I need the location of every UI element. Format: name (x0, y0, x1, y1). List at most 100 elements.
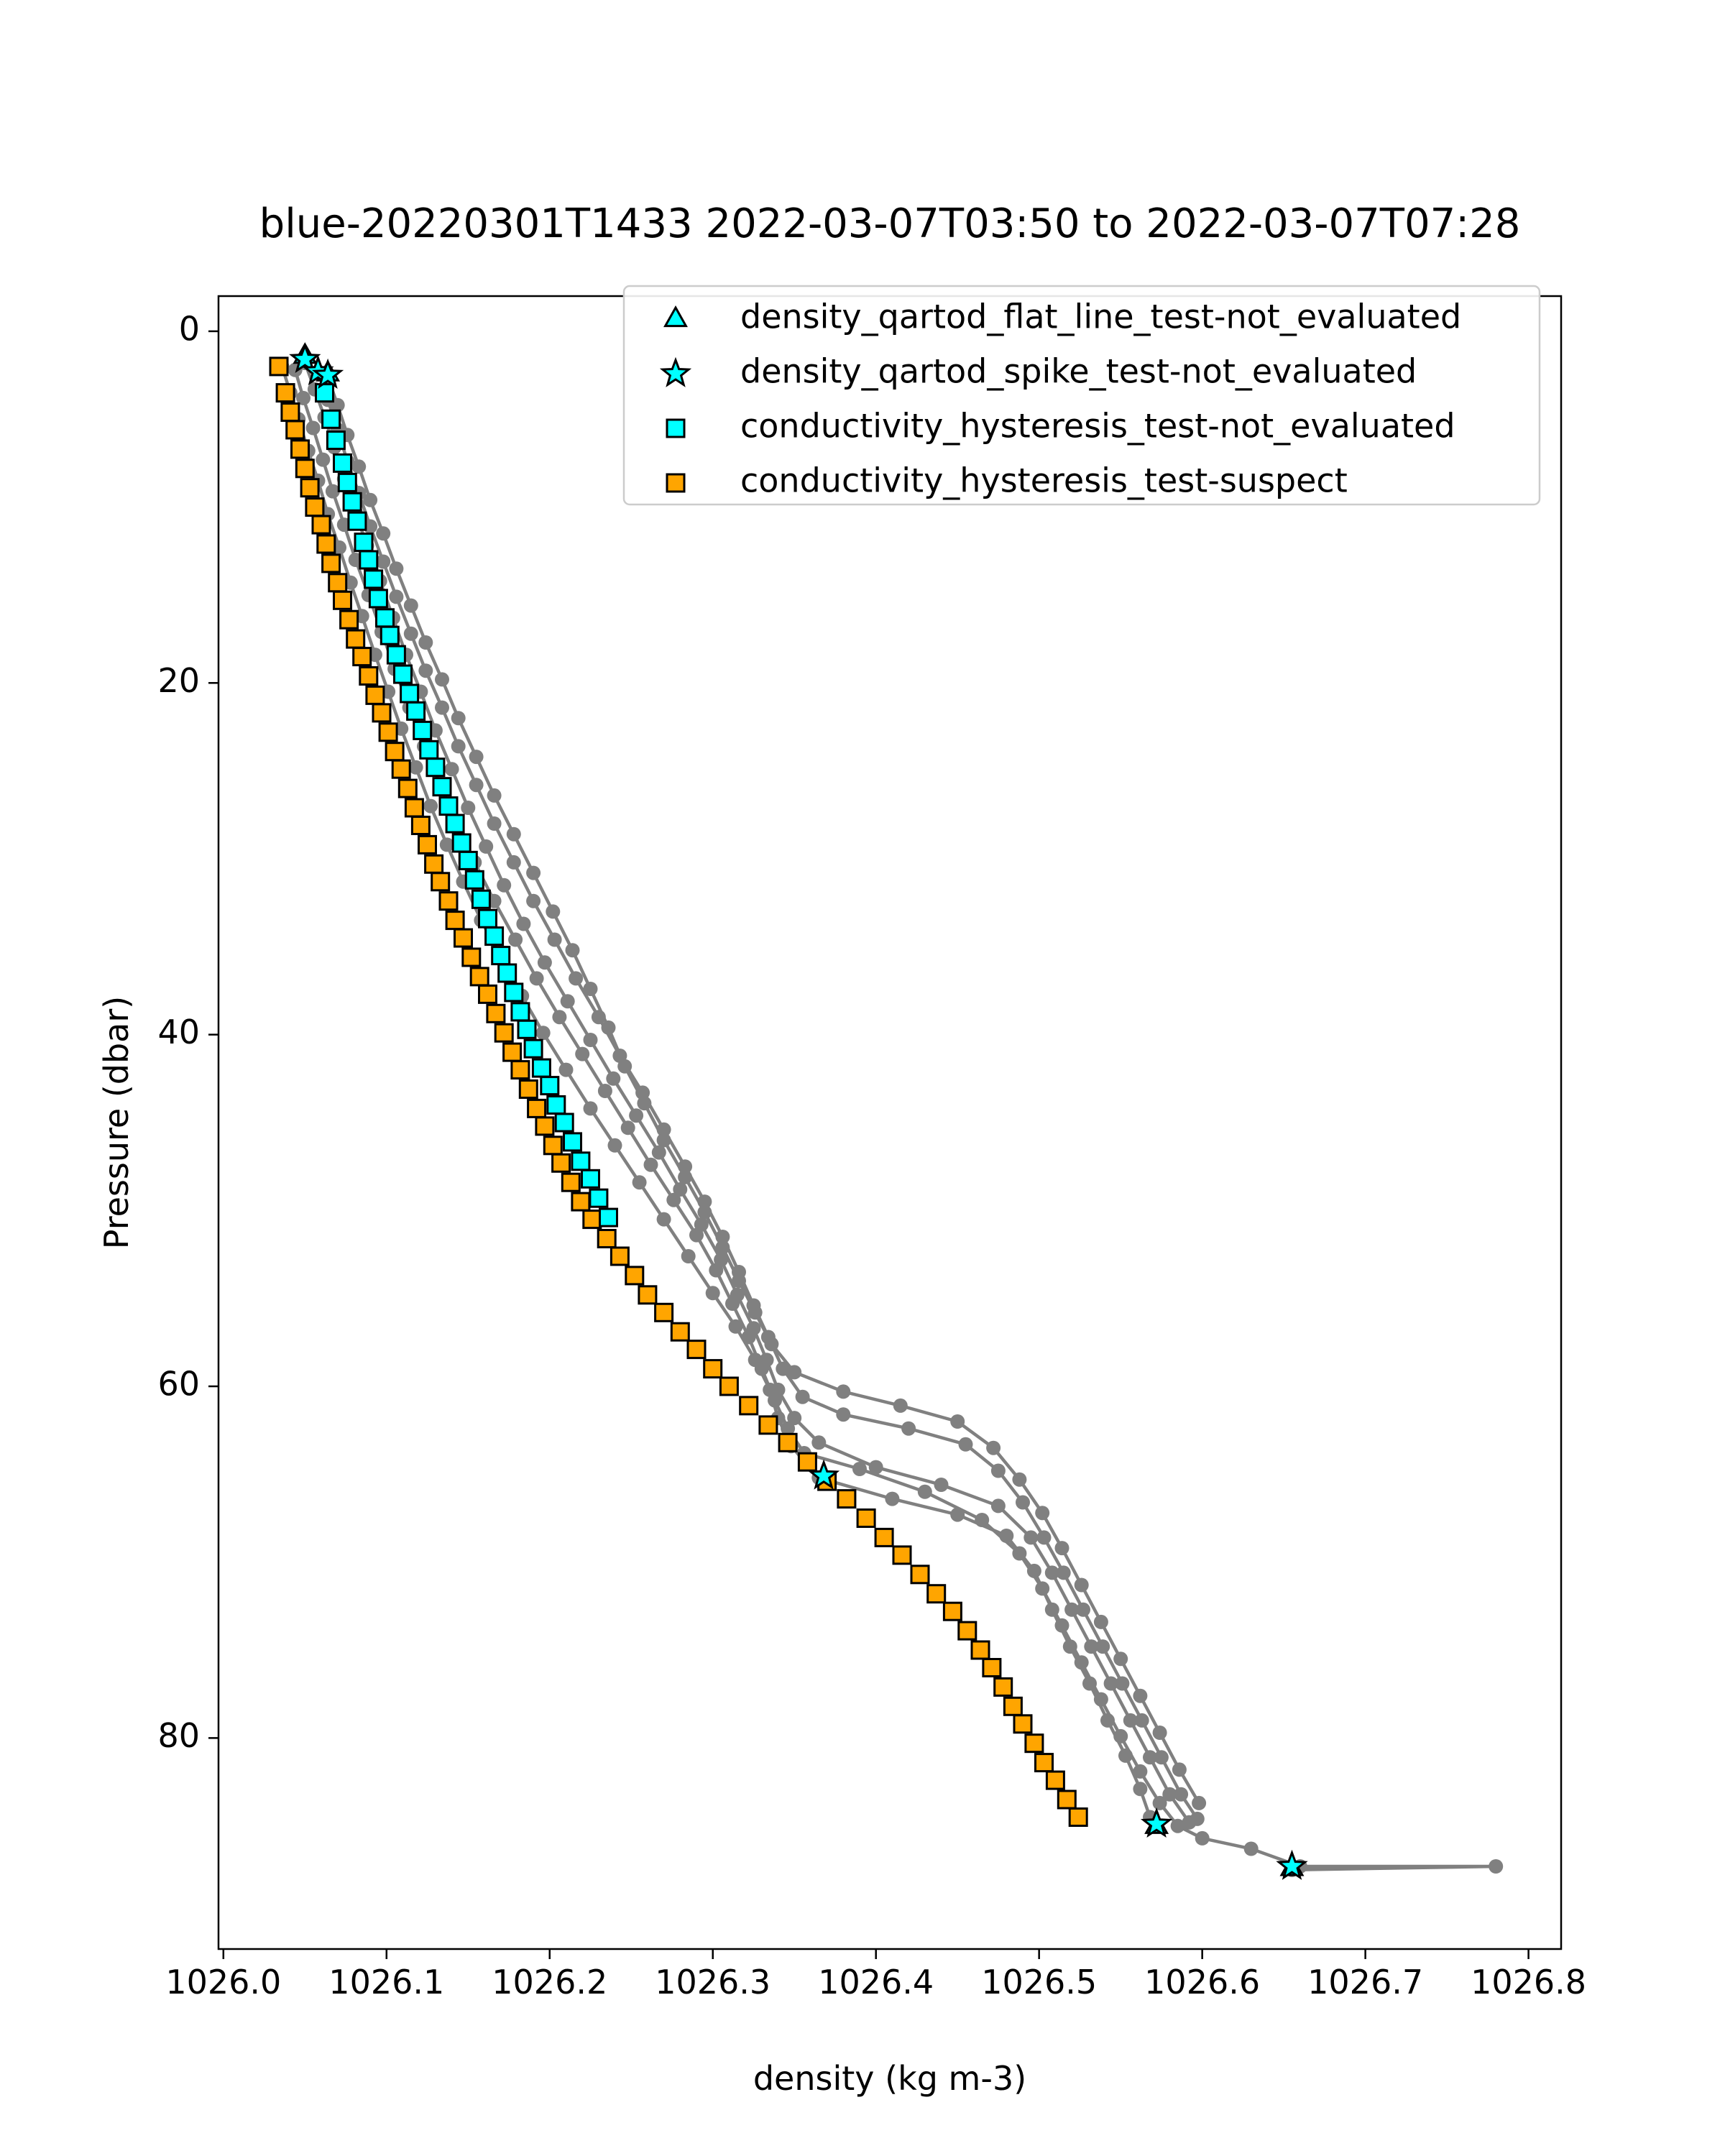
square-marker (328, 573, 348, 593)
square-marker (589, 1188, 609, 1208)
profile-point (781, 1421, 796, 1436)
legend-triangle-marker (663, 305, 688, 328)
square-marker (295, 459, 315, 479)
profile-point (681, 1249, 696, 1263)
profile-point (469, 778, 484, 793)
square-marker (315, 383, 334, 403)
profile-point (730, 1287, 745, 1302)
square-marker (523, 1038, 543, 1059)
square-marker (326, 430, 346, 451)
profile-point (714, 1252, 729, 1267)
square-marker (531, 1058, 551, 1078)
plot-background (218, 296, 1561, 1949)
profile-point (934, 1478, 949, 1492)
profile-point (1016, 1495, 1030, 1510)
square-marker (582, 1210, 602, 1230)
profile-point (1133, 1764, 1148, 1779)
square-marker (970, 1640, 990, 1660)
profile-point (439, 837, 454, 852)
square-marker (385, 742, 405, 762)
square-marker (1057, 1789, 1077, 1810)
profile-point (666, 1192, 681, 1207)
profile-point (1012, 1546, 1027, 1561)
profile-point (1243, 1841, 1259, 1856)
profile-point (325, 484, 340, 499)
profile-point (487, 816, 502, 831)
square-marker (957, 1621, 978, 1641)
profile-point (868, 1460, 883, 1475)
profile-point (497, 877, 512, 893)
square-marker (404, 798, 424, 818)
square-marker (406, 701, 426, 721)
profile-point (746, 1321, 761, 1336)
x-tick-label: 1026.6 (1144, 1963, 1260, 2001)
square-marker (563, 1132, 582, 1152)
legend: density_qartod_flat_line_test-not_evalua… (622, 285, 1541, 506)
profile-point (950, 1414, 965, 1429)
square-marker (438, 891, 459, 911)
square-marker (461, 947, 482, 967)
profile-point (1113, 1728, 1128, 1743)
profile-point (487, 788, 502, 803)
profile-point (547, 932, 562, 947)
y-axis-label: Pressure (dbar) (97, 996, 136, 1249)
profile-point (351, 459, 367, 474)
profile-point (787, 1411, 802, 1426)
square-marker (739, 1396, 759, 1416)
legend-label-flat-line: density_qartod_flat_line_test-not_evalua… (740, 298, 1461, 336)
square-marker (285, 420, 305, 440)
profile-point (1093, 1692, 1108, 1707)
chart-title: blue-20220301T1433 2022-03-07T03:50 to 2… (259, 201, 1521, 247)
profile-point (893, 1398, 908, 1413)
profile-point (1024, 1530, 1039, 1545)
square-marker (535, 1116, 555, 1136)
square-marker (471, 889, 491, 909)
profile-point (1012, 1472, 1027, 1487)
profile-point (435, 700, 449, 715)
profile-point (508, 932, 523, 947)
profile-point (770, 1382, 786, 1397)
profile-point (990, 1463, 1006, 1478)
square-marker (269, 356, 289, 377)
profile-point (296, 390, 310, 405)
legend-square-marker (666, 473, 686, 493)
profile-point (678, 1169, 693, 1184)
profile-point (990, 1498, 1006, 1514)
profile-point (389, 589, 404, 604)
square-marker (347, 511, 367, 531)
profile-point (1152, 1795, 1167, 1810)
square-marker (654, 1302, 674, 1322)
square-marker (393, 664, 413, 684)
profile-point (673, 1182, 688, 1197)
square-marker (478, 984, 497, 1004)
square-marker (942, 1601, 962, 1621)
profile-point (643, 1157, 658, 1172)
x-tick-label: 1026.0 (165, 1963, 281, 2001)
square-marker (1003, 1696, 1023, 1716)
square-marker (352, 647, 372, 667)
profile-point (1489, 1859, 1504, 1874)
square-marker (321, 409, 341, 429)
square-marker (305, 497, 325, 517)
profile-point (1172, 1762, 1187, 1777)
profile-point (1044, 1565, 1059, 1580)
profile-point (565, 943, 580, 958)
square-marker (1013, 1714, 1033, 1734)
y-tick-label: 0 (179, 309, 200, 348)
profile-point (516, 916, 531, 931)
profile-point (1064, 1602, 1080, 1617)
square-marker (464, 870, 484, 890)
x-tick-label: 1026.8 (1471, 1963, 1586, 2001)
square-marker (670, 1322, 690, 1342)
profile-point (1192, 1795, 1207, 1810)
square-marker (1045, 1770, 1065, 1790)
profile-point (403, 598, 418, 613)
profile-point (569, 971, 584, 986)
square-marker (1068, 1807, 1088, 1827)
square-marker (518, 1079, 538, 1099)
x-axis: 1026.0 1026.1 1026.2 1026.3 1026.4 1026.5 1026… (165, 1949, 1586, 2001)
profile-point (697, 1204, 712, 1220)
profile-point (975, 1513, 990, 1527)
star-marker (311, 358, 344, 389)
legend-star-marker (659, 356, 692, 387)
